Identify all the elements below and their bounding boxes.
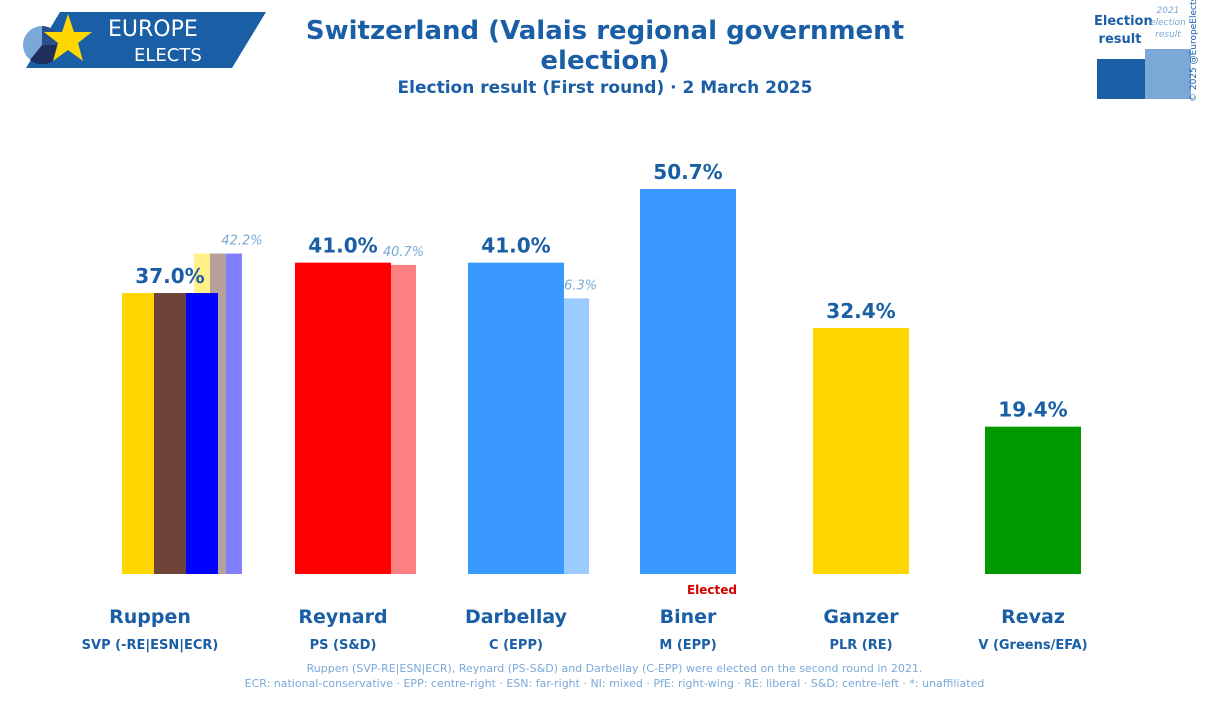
logo-line1: EUROPE <box>108 17 198 42</box>
legend <box>1097 49 1191 99</box>
candidate-party: M (EPP) <box>659 638 716 653</box>
value-label-previous: 36.3% <box>556 278 597 293</box>
bar-current <box>985 426 1081 574</box>
bar-current <box>813 327 909 574</box>
legend-previous-label: 2021 election result <box>1150 6 1186 40</box>
candidate-party: V (Greens/EFA) <box>978 638 1087 653</box>
value-label-previous: 42.2% <box>221 234 262 249</box>
chart-subtitle: Election result (First round) · 2 March … <box>397 78 813 98</box>
value-label: 41.0% <box>481 234 550 258</box>
candidate-name: Revaz <box>1001 606 1065 628</box>
elected-annotation: Elected <box>687 583 737 597</box>
bar-current <box>295 262 391 574</box>
candidate-name: Ganzer <box>823 606 899 628</box>
candidate-name: Darbellay <box>465 606 568 628</box>
candidate-name: Ruppen <box>109 606 191 628</box>
candidate-party: C (EPP) <box>489 638 543 653</box>
bar-current <box>122 293 154 574</box>
bar-current <box>186 293 218 574</box>
europe-elects-logo: EUROPE ELECTS <box>23 12 266 68</box>
value-label: 41.0% <box>308 234 377 258</box>
candidate-party: SVP (-RE|ESN|ECR) <box>82 638 219 653</box>
candidate-name: Reynard <box>298 606 387 628</box>
bar-current <box>640 189 736 574</box>
value-label-previous: 40.7% <box>383 245 424 260</box>
candidate-party: PLR (RE) <box>829 638 892 653</box>
legend-current-label: Election result <box>1094 14 1153 47</box>
logo-line2: ELECTS <box>134 45 202 66</box>
value-label: 32.4% <box>826 299 895 323</box>
chart-title: Switzerland (Valais regional government … <box>305 16 905 76</box>
candidate-party: PS (S&D) <box>310 638 377 653</box>
bar-previous <box>391 264 416 574</box>
bar-previous <box>226 253 242 574</box>
bar-previous <box>564 298 589 574</box>
value-label: 19.4% <box>998 398 1067 422</box>
bar-current <box>468 262 564 574</box>
footnote-2: ECR: national-conservative · EPP: centre… <box>244 677 985 690</box>
value-label: 37.0% <box>135 264 204 288</box>
candidate-name: Biner <box>660 606 717 628</box>
value-label: 50.7% <box>653 160 722 184</box>
bar-current <box>154 293 186 574</box>
footnote-1: Ruppen (SVP-RE|ESN|ECR), Reynard (PS-S&D… <box>306 662 923 675</box>
